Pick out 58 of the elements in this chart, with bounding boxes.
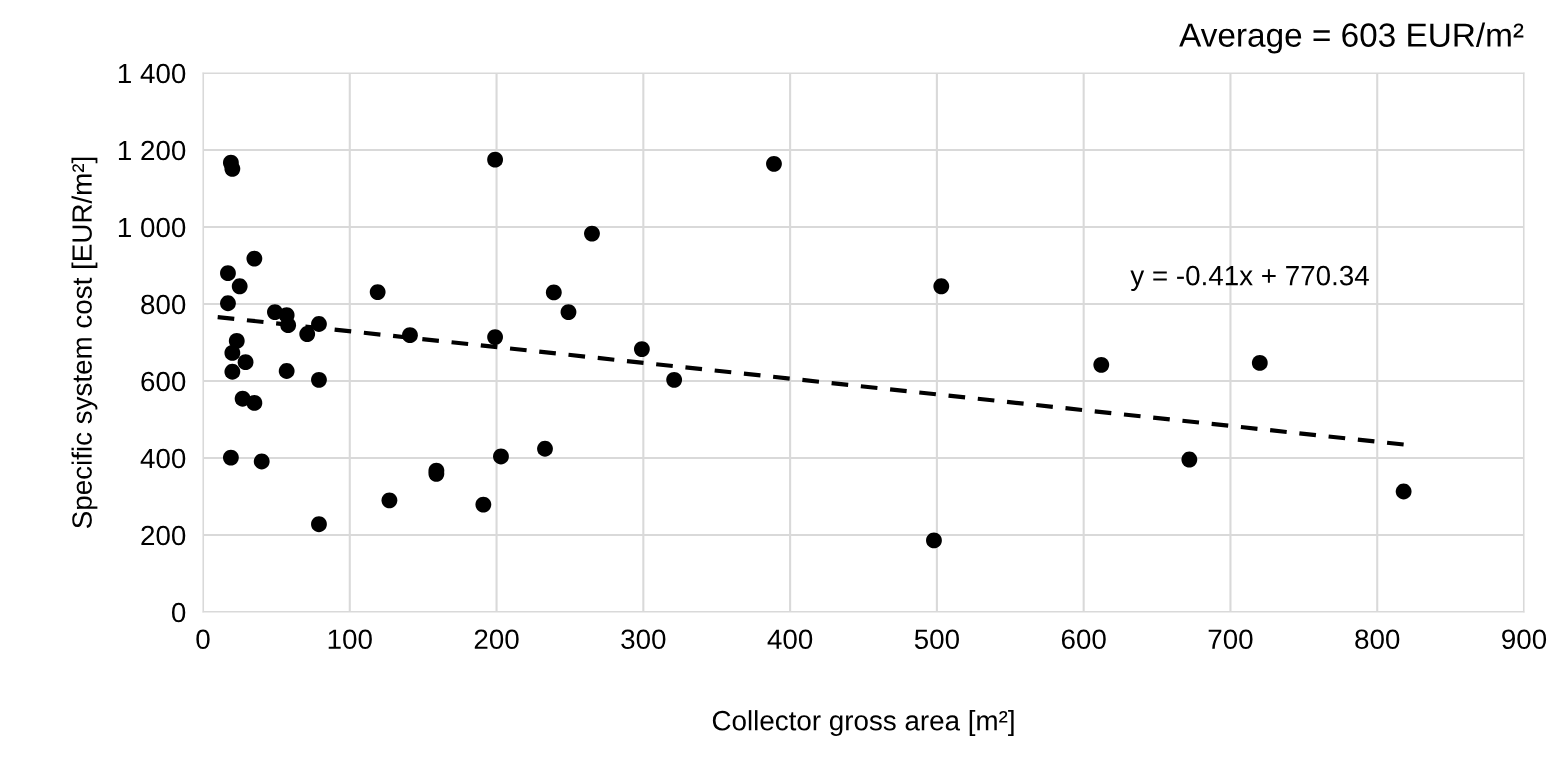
- x-tick-label: 600: [1061, 629, 1106, 650]
- point: [220, 295, 236, 312]
- y-tick-label: 1 000: [118, 217, 186, 238]
- point: [584, 225, 600, 242]
- text: Average = 603 EUR/m²: [1179, 22, 1524, 54]
- point: [926, 532, 942, 549]
- point: [246, 395, 263, 411]
- x-axis-title: Collector gross area [m²]: [712, 710, 1014, 737]
- point: [402, 327, 418, 344]
- point: [220, 265, 236, 282]
- point: [537, 440, 553, 457]
- point: [487, 151, 504, 168]
- y-tick-label: 1 200: [118, 140, 186, 161]
- point: [633, 341, 650, 357]
- point: [280, 317, 297, 334]
- y-tick-label: 1 400: [118, 63, 186, 84]
- x-tick-label: 800: [1355, 629, 1400, 650]
- y-tick-label: 600: [141, 371, 186, 392]
- point: [381, 492, 398, 509]
- x-tick-label: 100: [328, 629, 372, 650]
- point: [224, 344, 241, 361]
- point: [224, 363, 241, 380]
- point: [1395, 483, 1412, 500]
- y-tick-label: 200: [141, 525, 186, 546]
- point: [545, 284, 562, 301]
- point: [1093, 356, 1110, 373]
- point: [222, 449, 239, 466]
- x-tick-label: 0: [196, 629, 210, 650]
- point: [560, 304, 577, 320]
- point: [299, 326, 316, 342]
- point: [246, 250, 263, 267]
- point: [311, 316, 327, 332]
- x-tick-label: 300: [621, 629, 666, 650]
- x-tick-label: 400: [767, 629, 813, 650]
- point: [278, 363, 295, 379]
- y-axis-title: Specific system cost [EUR/m²]: [71, 157, 98, 528]
- x-tick-label: 500: [914, 629, 959, 650]
- point: [1181, 451, 1198, 468]
- point: [493, 448, 509, 465]
- y-tick-label: 400: [140, 448, 186, 469]
- x-tick-label: 700: [1208, 629, 1253, 650]
- point: [766, 155, 782, 172]
- y-tick-label: 800: [141, 294, 186, 315]
- point: [253, 453, 270, 470]
- x-tick-label: 900: [1502, 629, 1547, 650]
- point: [369, 284, 386, 300]
- annotation: y = -0.41x + 770.34: [1130, 265, 1369, 291]
- point: [311, 371, 327, 388]
- point: [231, 278, 248, 295]
- point: [1251, 354, 1268, 371]
- point: [487, 329, 504, 346]
- y-tick-label: 0: [171, 602, 186, 623]
- point: [311, 516, 327, 533]
- point: [933, 278, 950, 295]
- point: [666, 371, 683, 388]
- point: [237, 354, 254, 371]
- x-tick-label: 200: [474, 629, 519, 650]
- point: [475, 496, 492, 513]
